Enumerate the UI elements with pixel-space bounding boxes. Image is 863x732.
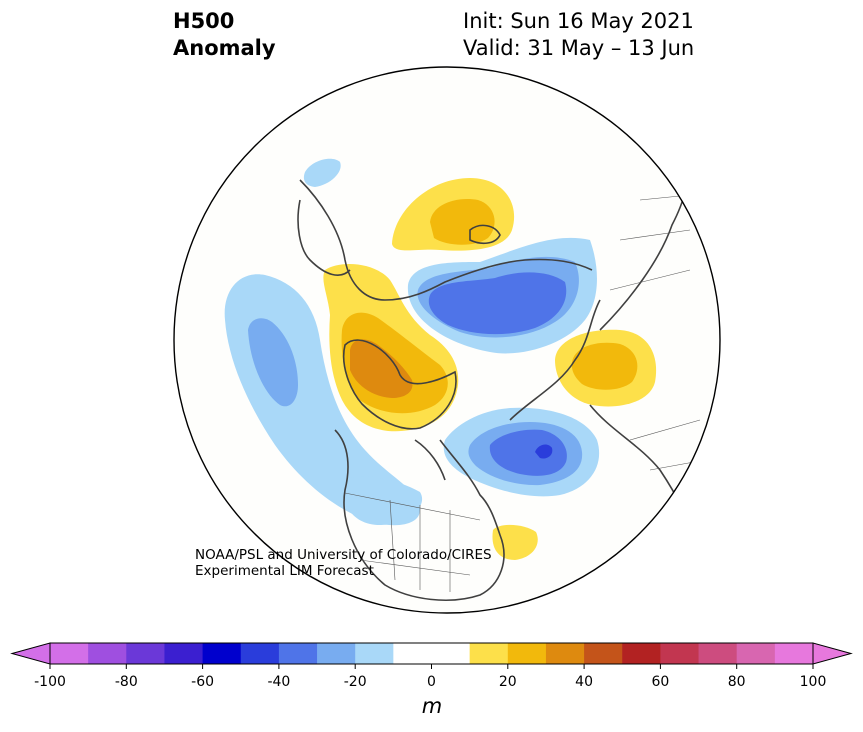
border-us-canada	[344, 492, 481, 521]
colorbar-segment	[545, 643, 585, 664]
credit-line-2: Experimental LIM Forecast	[195, 563, 374, 579]
init-date: Init: Sun 16 May 2021	[463, 9, 694, 33]
coast-hudson-bay	[414, 439, 446, 481]
globe-outline	[173, 66, 721, 614]
anomaly-negative-siberia-core	[428, 272, 567, 335]
anomaly-positive-greenland-core	[350, 339, 413, 398]
colorbar-segment	[126, 643, 165, 664]
valid-period: Valid: 31 May – 13 Jun	[463, 36, 695, 60]
title-line-1: H500	[173, 9, 235, 33]
credit-line-1: NOAA/PSL and University of Colorado/CIRE…	[195, 547, 492, 563]
colorbar-segment	[698, 643, 738, 664]
colorbar-segment	[774, 643, 814, 664]
anomaly-negative-atlantic-peak	[535, 444, 553, 459]
colorbar-tick-label: -80	[114, 674, 138, 690]
colorbar-unit-label: m	[421, 694, 443, 718]
anomaly-negative-atlantic-core	[489, 429, 567, 476]
colorbar-segment	[240, 643, 280, 664]
colorbar-segment	[507, 643, 547, 664]
forecast-dates: Init: Sun 16 May 2021 Valid: 31 May – 13…	[463, 8, 694, 62]
colorbar-tick-label: -20	[343, 674, 367, 690]
colorbar-segment	[202, 643, 242, 664]
border-states-1	[389, 499, 451, 592]
colorbar-extend-high	[812, 642, 853, 665]
colorbar-tick-label: 20	[498, 674, 517, 690]
title-line-2: Anomaly	[173, 36, 276, 60]
colorbar-tick-label: -60	[191, 674, 215, 690]
colorbar	[10, 642, 853, 669]
colorbar-segment	[431, 643, 471, 664]
colorbar-segment	[469, 643, 509, 664]
colorbar-tick-label: -100	[34, 674, 66, 690]
colorbar-tick-label: 100	[799, 674, 827, 690]
anomaly-positive-eastasia-core	[571, 342, 638, 390]
colorbar-segment	[736, 643, 776, 664]
colorbar-segment	[355, 643, 394, 664]
colorbar-segment	[317, 643, 356, 664]
coast-svalbard	[469, 224, 501, 245]
colorbar-segment	[50, 643, 89, 664]
polar-map	[173, 66, 721, 614]
colorbar-tick-label: 60	[651, 674, 670, 690]
coast-alaska	[297, 199, 351, 276]
colorbar-segment	[164, 643, 204, 664]
border-us-mexico	[359, 559, 471, 576]
map-title: H500 Anomaly	[173, 8, 276, 62]
colorbar-tick-label: 0	[427, 674, 436, 690]
anomaly-positive-barents-core	[430, 199, 495, 245]
coast-scandinavia	[509, 299, 601, 421]
coastlines	[297, 159, 701, 601]
colorbar-extend-low	[10, 642, 51, 665]
anomaly-field	[224, 158, 657, 560]
coast-greenland	[342, 339, 457, 430]
coast-north-america	[334, 429, 505, 601]
colorbar-tick-label: 40	[575, 674, 594, 690]
anomaly-negative-alaska	[303, 158, 341, 187]
colorbar-segment	[278, 643, 318, 664]
borders	[344, 194, 706, 592]
colorbar-segment	[660, 643, 700, 664]
colorbar-segment	[584, 643, 623, 664]
colorbar-segment	[393, 643, 432, 664]
coast-siberia	[299, 179, 593, 301]
colorbar-tick-label: -40	[267, 674, 291, 690]
credit-text: NOAA/PSL and University of Colorado/CIRE…	[195, 547, 492, 579]
anomaly-negative-pacific-core	[248, 318, 298, 407]
colorbar-segment	[88, 643, 127, 664]
colorbar-segment	[622, 643, 661, 664]
colorbar-tick-label: 80	[727, 674, 746, 690]
